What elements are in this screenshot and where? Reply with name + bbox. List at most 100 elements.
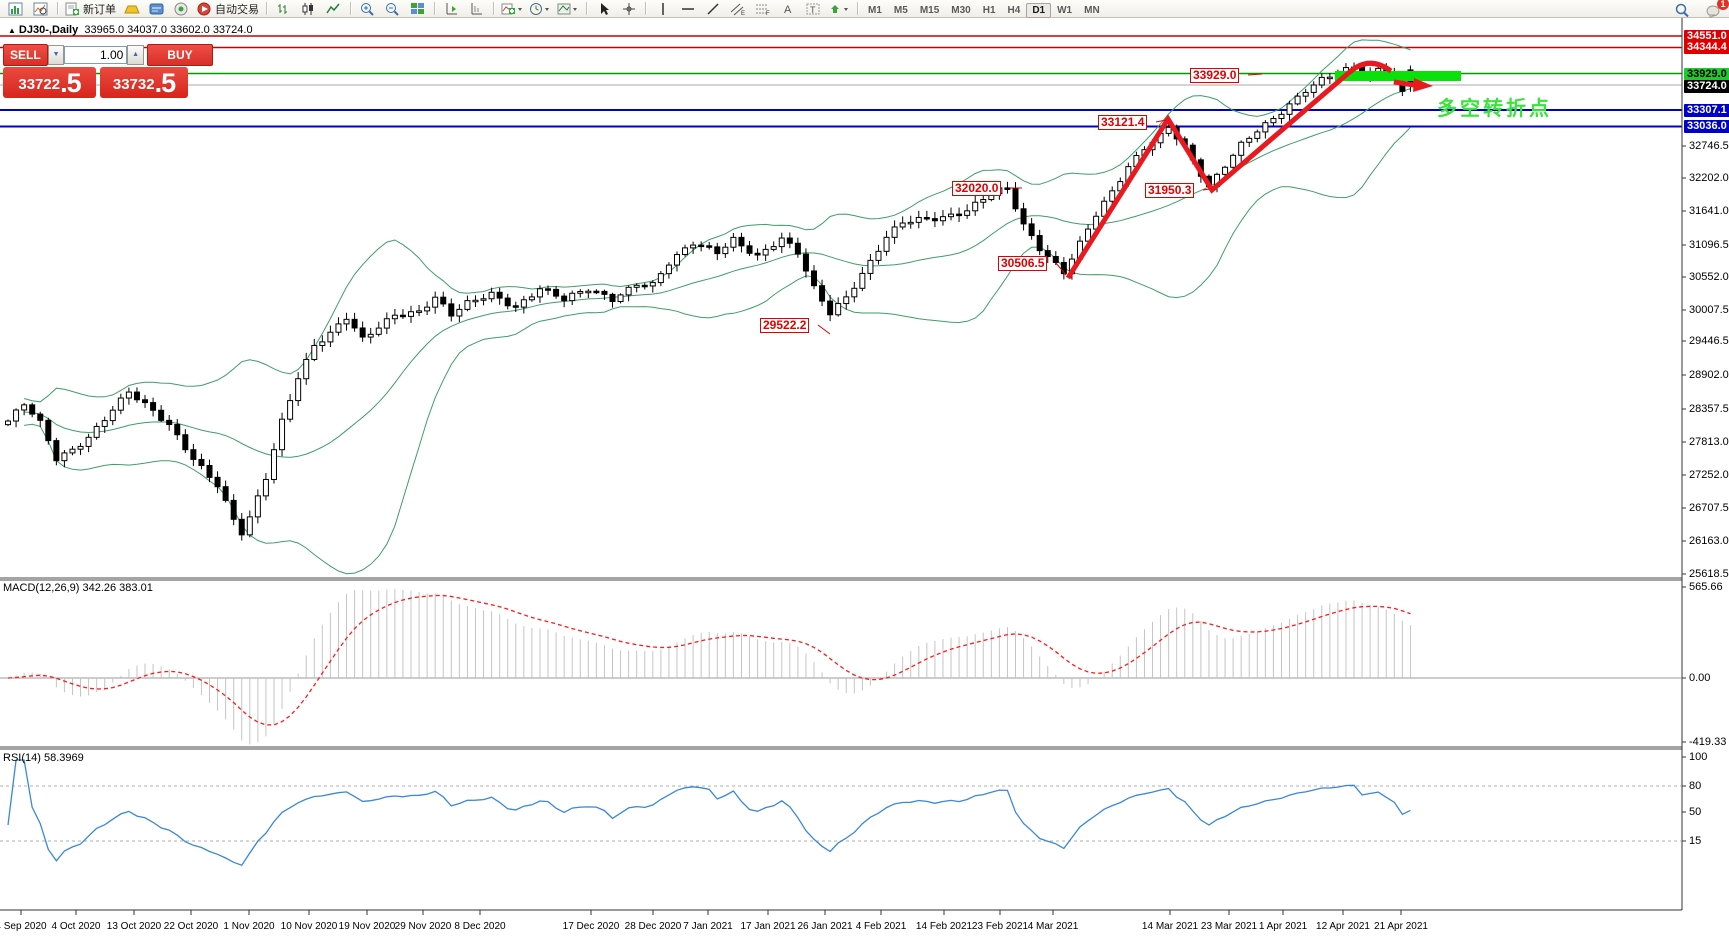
- new-order-button[interactable]: 新订单: [62, 0, 119, 18]
- timeframe-m5[interactable]: M5: [893, 4, 908, 16]
- date-axis-label: 26 Jan 2021: [797, 921, 853, 932]
- crosshair-icon[interactable]: [616, 0, 641, 18]
- fibonacci-icon[interactable]: F: [750, 0, 775, 18]
- volume-input[interactable]: [64, 45, 128, 64]
- auto-arrange-icon[interactable]: [439, 0, 464, 18]
- trend-zigzag-arrow[interactable]: [1065, 68, 1354, 280]
- timeframe-m1[interactable]: M1: [868, 4, 882, 16]
- date-axis-label: 8 Dec 2020: [454, 921, 506, 932]
- date-axis-label: 21 Apr 2021: [1374, 921, 1428, 932]
- tick-chart-icon[interactable]: [28, 0, 53, 18]
- timeframe-mn[interactable]: MN: [1084, 4, 1100, 16]
- trend-annotation-text[interactable]: 多空转折点: [1437, 98, 1552, 120]
- buy-price-pips: .5: [154, 68, 177, 98]
- indicators-button[interactable]: [498, 0, 526, 18]
- sell-price-pips: .5: [60, 68, 82, 98]
- price-annotation[interactable]: 33121.4: [1098, 115, 1148, 130]
- vertical-line-icon[interactable]: [650, 0, 675, 18]
- price-scale-boxed-label: 33724.0: [1684, 80, 1729, 93]
- toolbar-separator: [434, 2, 435, 15]
- chart-window-icon[interactable]: [3, 0, 28, 18]
- date-axis-label: 4 Sep 2020: [0, 921, 47, 932]
- timeframe-m15[interactable]: M15: [919, 4, 940, 16]
- price-scale-boxed-label: 33307.1: [1684, 104, 1729, 117]
- date-axis-label: 10 Nov 2020: [280, 921, 338, 932]
- date-axis-label: 4 Feb 2021: [855, 921, 907, 932]
- toolbar-separator: [493, 2, 494, 15]
- zoom-in-icon[interactable]: [355, 0, 380, 18]
- text-icon[interactable]: A: [775, 0, 800, 18]
- timeframe-h4[interactable]: H4: [1007, 4, 1021, 16]
- price-scale-tick: 31096.5: [1689, 239, 1729, 251]
- gold-ingot-icon[interactable]: [119, 0, 144, 18]
- autotrading-button[interactable]: 自动交易: [194, 0, 262, 18]
- toolbar-separator: [266, 2, 267, 15]
- price-annotation[interactable]: 29522.2: [760, 318, 810, 333]
- rsi-scale-tick: 80: [1689, 780, 1702, 792]
- toolbar-separator: [586, 2, 587, 15]
- date-axis-label: 22 Oct 2020: [163, 921, 219, 932]
- sell-price-display[interactable]: 33722 .5: [3, 67, 96, 98]
- timeframe-d1[interactable]: D1: [1026, 2, 1052, 18]
- candlestick-chart-icon[interactable]: [296, 0, 321, 18]
- tile-windows-icon[interactable]: [405, 0, 430, 18]
- price-scale-tick: 32202.0: [1689, 172, 1729, 184]
- date-axis-label: 14 Feb 2021: [915, 921, 973, 932]
- notifications-icon[interactable]: 1: [1700, 0, 1729, 19]
- date-axis-label: 29 Nov 2020: [394, 921, 452, 932]
- date-axis-label: 28 Dec 2020: [624, 921, 682, 932]
- sell-button[interactable]: SELL: [3, 43, 48, 66]
- community-icon[interactable]: [169, 0, 194, 18]
- price-scale-tick: 30007.5: [1689, 304, 1729, 316]
- volume-decrease-button[interactable]: ▼: [47, 44, 65, 65]
- price-scale-tick: 27813.0: [1689, 436, 1729, 448]
- timeframe-w1[interactable]: W1: [1057, 4, 1073, 16]
- price-scale-boxed-label: 34344.4: [1684, 41, 1729, 54]
- direction-arrow-shaft[interactable]: [1393, 79, 1415, 88]
- price-scale-tick: 26163.0: [1689, 535, 1729, 547]
- toolbar-separator: [57, 2, 58, 15]
- svg-text:E: E: [741, 11, 745, 16]
- timeframe-h1[interactable]: H1: [982, 4, 996, 16]
- zoom-out-icon[interactable]: [380, 0, 405, 18]
- reversal-arc[interactable]: [1348, 60, 1393, 74]
- cursor-icon[interactable]: [591, 0, 616, 18]
- equidistant-channel-icon[interactable]: E: [725, 0, 750, 18]
- trendline-icon[interactable]: [700, 0, 725, 18]
- text-label-icon[interactable]: T: [800, 0, 825, 18]
- timeframe-m30[interactable]: M30: [951, 4, 971, 16]
- green-resistance-bar[interactable]: [1335, 71, 1461, 81]
- annotation-connector: [1155, 119, 1167, 123]
- templates-button[interactable]: [554, 0, 582, 18]
- buy-button[interactable]: BUY: [146, 43, 214, 66]
- rsi-line: [7, 759, 1411, 866]
- terminal-icon[interactable]: [144, 0, 169, 18]
- macd-scale-tick: 565.66: [1689, 581, 1723, 593]
- periods-button[interactable]: [526, 0, 554, 18]
- price-scale-tick: 29446.5: [1689, 335, 1729, 347]
- date-axis-label: 17 Jan 2021: [740, 921, 796, 932]
- price-annotation[interactable]: 31950.3: [1145, 183, 1195, 198]
- price-annotation[interactable]: 32020.0: [952, 181, 1002, 196]
- buy-price-display[interactable]: 33732 .5: [100, 67, 188, 98]
- volume-increase-button[interactable]: ▲: [127, 44, 144, 65]
- chart-title: ▲ DJ30-,Daily 33965.0 34037.0 33602.0 337…: [8, 24, 253, 36]
- price-annotation[interactable]: 33929.0: [1190, 68, 1240, 83]
- price-scale-tick: 28357.5: [1689, 403, 1729, 415]
- date-axis-label: 4 Oct 2020: [51, 921, 101, 932]
- candlestick-series: [5, 62, 1414, 541]
- bar-chart-icon[interactable]: [271, 0, 296, 18]
- horizontal-line-icon[interactable]: [675, 0, 700, 18]
- price-scale-tick: 30552.0: [1689, 271, 1729, 283]
- arrows-tool-button[interactable]: [825, 0, 853, 18]
- cascade-icon[interactable]: [464, 0, 489, 18]
- price-annotation[interactable]: 30506.5: [998, 256, 1048, 271]
- search-icon[interactable]: [1669, 1, 1694, 19]
- line-chart-icon[interactable]: [321, 0, 346, 18]
- direction-arrow-head[interactable]: [1413, 78, 1433, 92]
- toolbar-separator: [350, 2, 351, 15]
- timeframe-buttons: M1 M5 M15 M30 H1 H4 D1 W1 MN: [862, 0, 1106, 18]
- rsi-scale-tick: 15: [1689, 835, 1702, 847]
- chart-ohlc-values: 33965.0 34037.0 33602.0 33724.0: [84, 24, 253, 36]
